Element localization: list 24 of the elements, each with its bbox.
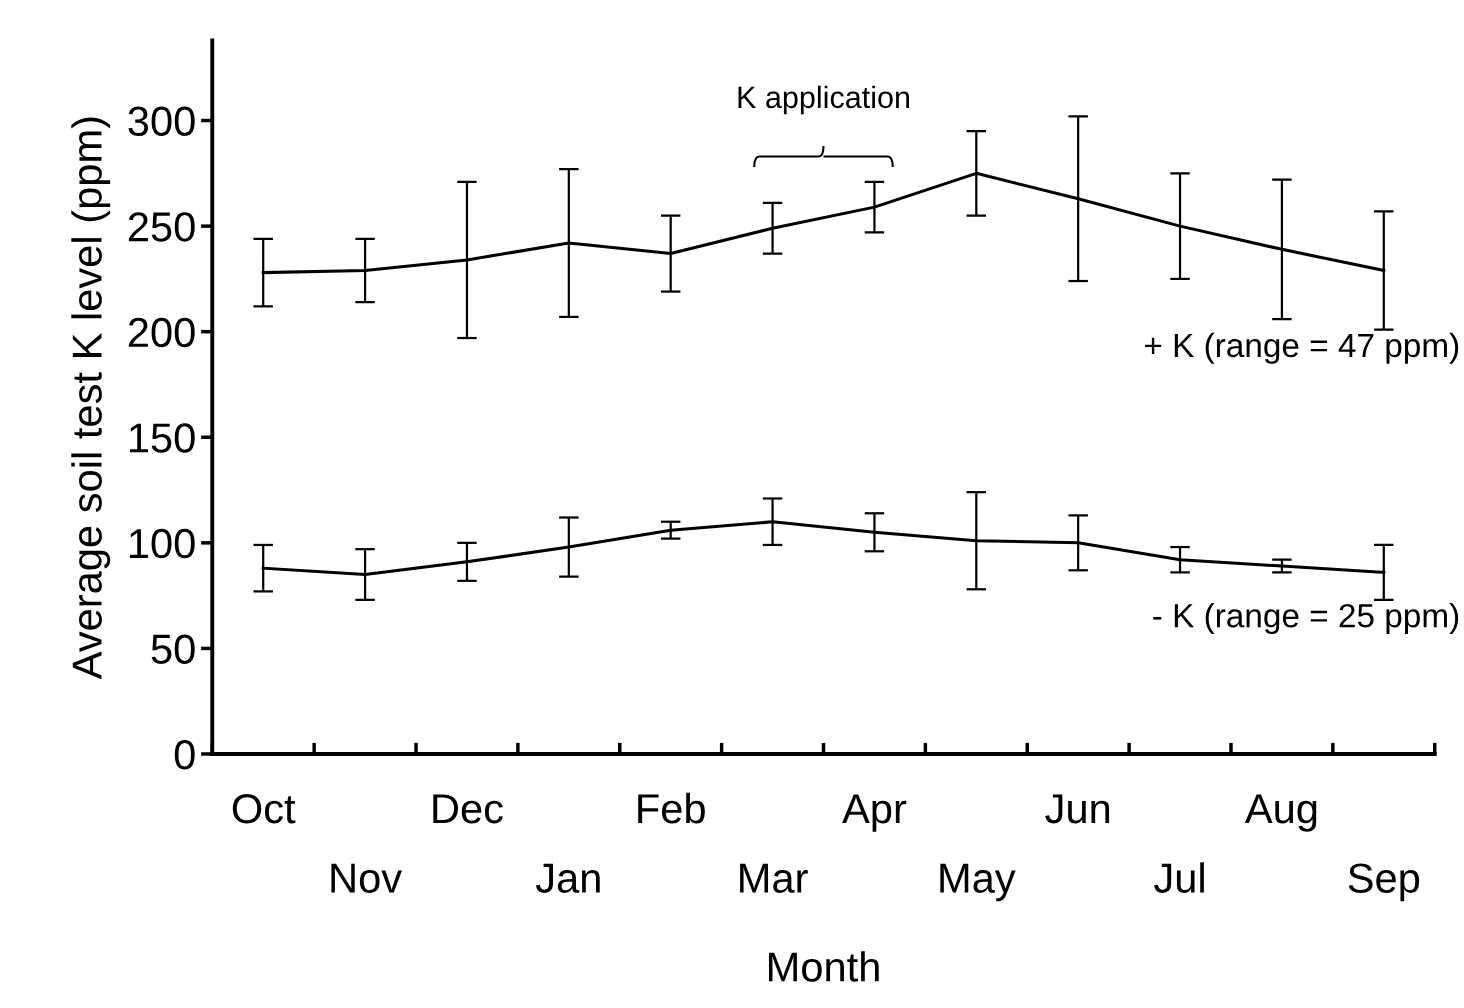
y-tick-label: 0 <box>174 739 195 770</box>
x-tick-label: Jun <box>1045 794 1110 824</box>
x-tick-label: Jan <box>535 863 600 893</box>
y-tick-label: 300 <box>128 106 195 137</box>
x-tick-label: Nov <box>331 863 402 893</box>
annotation: K application <box>738 85 909 115</box>
x-tick-label: Oct <box>232 793 296 824</box>
series-label: - K (range = 25 ppm) <box>1153 603 1459 635</box>
y-tick-label: 200 <box>128 317 195 348</box>
x-tick-label: Feb <box>638 792 705 824</box>
y-tick-label: 150 <box>129 423 195 453</box>
x-tick-label: Aug <box>1244 794 1317 832</box>
x-axis-title: Month <box>769 951 879 982</box>
y-tick-label: 250 <box>128 212 195 242</box>
x-tick-label: May <box>940 863 1016 902</box>
y-axis-title: Average soil test K level (ppm) <box>71 117 111 680</box>
y-tick-label: 50 <box>151 634 195 664</box>
x-tick-label: Sep <box>1348 863 1420 902</box>
x-tick-label: Apr <box>842 794 907 832</box>
y-tick-label: 100 <box>129 528 195 559</box>
x-tick-label: Jul <box>1154 862 1204 893</box>
x-tick-label: Mar <box>740 863 808 893</box>
x-tick-label: Dec <box>433 794 503 824</box>
text: + K (range = 47 ppm) <box>1144 332 1459 364</box>
